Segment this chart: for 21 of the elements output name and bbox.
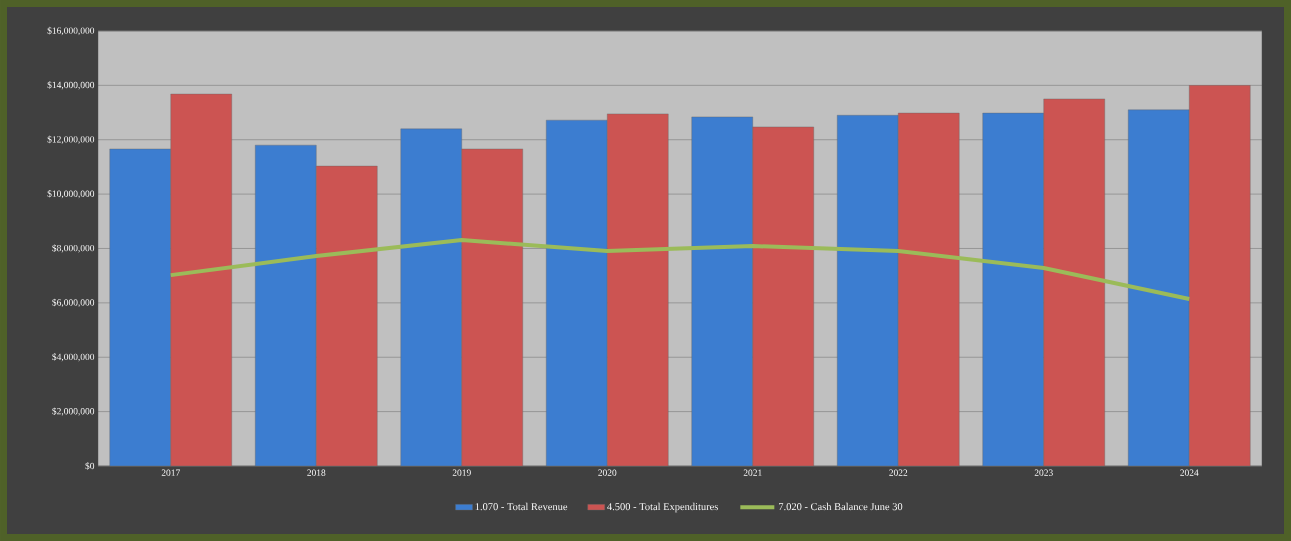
y-tick-label: $14,000,000 bbox=[47, 81, 95, 90]
line-series bbox=[168, 238, 1192, 302]
y-tick-label: $6,000,000 bbox=[52, 298, 95, 308]
y-tick-label: $12,000,000 bbox=[47, 135, 95, 144]
x-tick-label: 2017 bbox=[161, 469, 180, 476]
y-tick-label: $8,000,000 bbox=[52, 244, 95, 253]
x-tick-label: 2021 bbox=[743, 469, 762, 476]
x-tick-label: 2018 bbox=[307, 469, 326, 476]
x-tick-label: 2024 bbox=[1180, 469, 1199, 476]
y-tick-label: $4,000,000 bbox=[52, 353, 95, 362]
x-tick-label: 2019 bbox=[452, 469, 471, 476]
y-tick-label: $2,000,000 bbox=[52, 407, 95, 416]
x-tick-label: 2020 bbox=[598, 469, 617, 476]
y-tick-label: $10,000,000 bbox=[47, 189, 95, 199]
x-tick-label: 2023 bbox=[1034, 469, 1053, 476]
legend-label: 4.500 - Total Expenditures bbox=[607, 502, 718, 513]
y-tick-label: $0 bbox=[85, 462, 95, 470]
y-tick-label: $16,000,000 bbox=[47, 26, 95, 36]
legend-label: 1.070 - Total Revenue bbox=[475, 502, 568, 511]
x-tick-label: 2022 bbox=[889, 469, 908, 476]
legend-label: 7.020 - Cash Balance June 30 bbox=[779, 502, 903, 511]
